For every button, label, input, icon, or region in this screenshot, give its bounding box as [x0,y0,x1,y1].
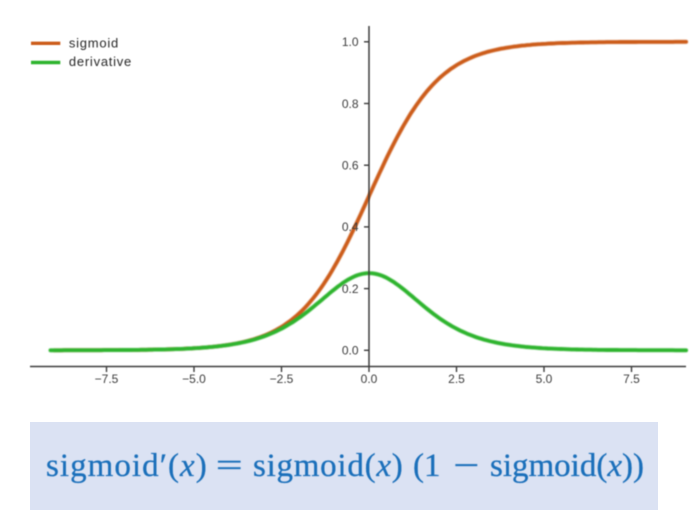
svg-text:0.0: 0.0 [342,344,359,358]
svg-text:0.0: 0.0 [361,372,378,386]
svg-text:0.4: 0.4 [342,220,359,234]
svg-text:1.0: 1.0 [342,35,359,49]
svg-text:0.2: 0.2 [342,282,359,296]
svg-text:−5.0: −5.0 [182,372,206,386]
svg-text:7.5: 7.5 [623,372,640,386]
svg-text:5.0: 5.0 [536,372,553,386]
svg-text:2.5: 2.5 [448,372,465,386]
svg-text:−2.5: −2.5 [270,372,294,386]
svg-text:0.8: 0.8 [342,97,359,111]
svg-text:0.6: 0.6 [342,159,359,173]
svg-text:derivative: derivative [69,54,132,69]
svg-text:−7.5: −7.5 [95,372,119,386]
svg-text:sigmoid: sigmoid [69,35,119,50]
